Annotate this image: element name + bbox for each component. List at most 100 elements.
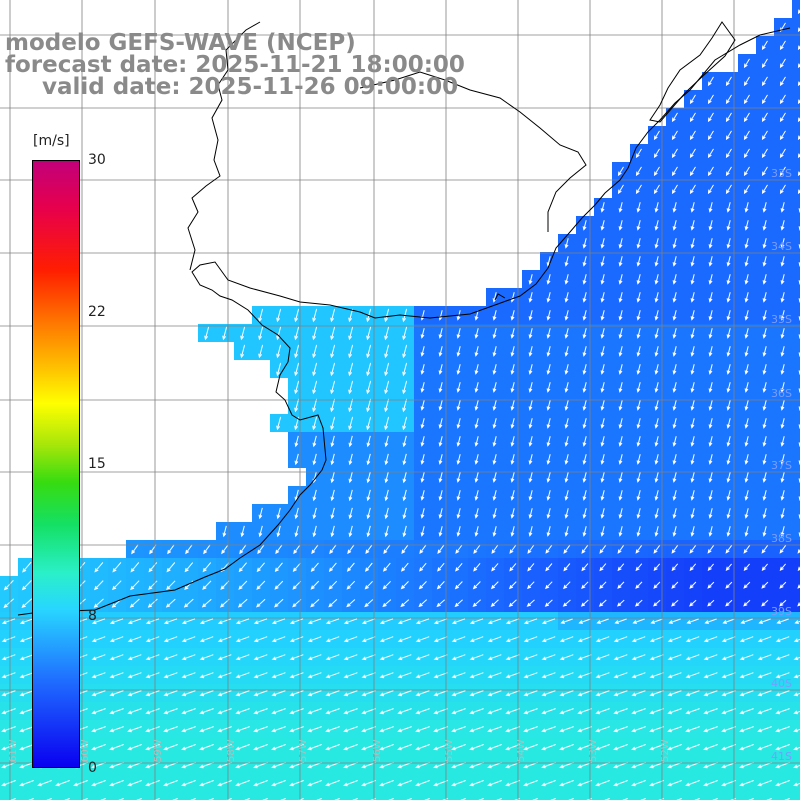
wind-arrow xyxy=(181,744,196,751)
wind-arrow xyxy=(330,435,335,448)
wind-arrow xyxy=(726,310,731,321)
wind-arrow xyxy=(721,726,736,733)
valid-date: valid date: 2025-11-26 09:00:00 xyxy=(42,74,459,100)
wind-arrow xyxy=(739,654,754,661)
wind-arrow xyxy=(271,726,286,733)
wind-arrow xyxy=(779,76,786,87)
wind-arrow xyxy=(631,780,646,787)
wind-arrow xyxy=(667,690,682,697)
wind-arrow xyxy=(649,654,664,661)
wind-arrow xyxy=(600,346,605,357)
wind-arrow xyxy=(347,544,355,555)
wind-arrow xyxy=(725,130,732,141)
wind-arrow xyxy=(523,636,538,643)
wind-arrow xyxy=(541,744,556,751)
wind-arrow xyxy=(780,400,785,411)
wind-arrow xyxy=(91,690,106,697)
wind-arrow xyxy=(797,45,800,51)
wind-arrow xyxy=(202,580,212,590)
wind-arrow xyxy=(653,184,660,195)
colorbar xyxy=(32,160,80,768)
wind-arrow xyxy=(19,618,34,625)
wind-arrow xyxy=(743,563,750,571)
wind-arrow xyxy=(19,726,34,733)
speed-cell xyxy=(792,342,800,360)
wind-arrow xyxy=(237,598,248,608)
wind-arrow xyxy=(613,708,628,715)
wind-arrow xyxy=(564,472,569,483)
wind-arrow xyxy=(708,220,713,231)
wind-arrow xyxy=(672,436,677,447)
speed-cell xyxy=(738,792,756,800)
wind-arrow xyxy=(1,672,16,679)
wind-arrow xyxy=(725,166,732,177)
wind-arrow xyxy=(469,636,484,643)
wind-arrow xyxy=(454,581,463,590)
wind-arrow xyxy=(636,364,641,375)
wind-arrow xyxy=(690,328,695,339)
wind-arrow xyxy=(330,525,335,538)
wind-arrow xyxy=(559,744,574,751)
wind-arrow xyxy=(325,690,340,697)
wind-arrow xyxy=(487,636,502,643)
wind-arrow xyxy=(617,166,624,177)
wind-arrow xyxy=(438,418,443,429)
wind-arrow xyxy=(793,638,800,643)
wind-arrow xyxy=(456,418,461,429)
wind-arrow xyxy=(707,563,714,571)
wind-arrow xyxy=(779,112,786,123)
wind-arrow xyxy=(127,654,142,661)
wind-arrow xyxy=(418,599,428,608)
wind-arrow xyxy=(415,672,430,679)
longitude-label: 57W xyxy=(298,739,309,762)
wind-arrow xyxy=(568,798,574,800)
wind-arrow xyxy=(343,672,358,679)
wind-arrow xyxy=(235,672,250,679)
longitude-label: 61W xyxy=(8,739,19,762)
wind-arrow xyxy=(364,562,373,572)
wind-arrow xyxy=(671,599,679,607)
wind-arrow xyxy=(19,672,34,679)
wind-arrow xyxy=(744,220,749,231)
wind-arrow xyxy=(600,364,605,375)
wind-arrow xyxy=(600,202,605,213)
latitude-label: 35S xyxy=(771,313,792,326)
wind-arrow xyxy=(690,256,695,267)
wind-arrow xyxy=(433,672,448,679)
wind-arrow xyxy=(235,636,250,643)
wind-arrow xyxy=(433,744,448,751)
wind-arrow xyxy=(780,328,785,339)
wind-arrow xyxy=(163,726,178,733)
wind-arrow xyxy=(505,654,520,661)
wind-arrow xyxy=(744,364,749,375)
wind-arrow xyxy=(289,672,304,679)
wind-arrow xyxy=(618,274,623,285)
speed-cell xyxy=(792,774,800,792)
wind-arrow xyxy=(166,580,176,591)
wind-arrow xyxy=(618,364,623,375)
wind-arrow xyxy=(199,654,214,661)
wind-arrow xyxy=(725,599,733,607)
wind-arrow xyxy=(546,274,551,285)
wind-arrow xyxy=(366,416,372,431)
wind-arrow xyxy=(109,654,124,661)
wind-arrow xyxy=(271,780,286,787)
speed-cell xyxy=(0,792,18,800)
wind-arrow xyxy=(312,525,317,538)
wind-arrow xyxy=(1,780,16,787)
wind-arrow xyxy=(528,328,533,339)
wind-arrow xyxy=(600,472,605,483)
wind-arrow xyxy=(131,544,139,555)
speed-cell xyxy=(90,792,108,800)
wind-arrow xyxy=(343,708,358,715)
wind-arrow xyxy=(1,636,16,643)
wind-arrow xyxy=(510,526,515,537)
wind-arrow xyxy=(653,563,661,572)
wind-arrow xyxy=(217,690,232,697)
wind-arrow xyxy=(725,112,732,123)
wind-arrow xyxy=(582,382,587,393)
wind-arrow xyxy=(510,418,515,429)
wind-arrow xyxy=(271,654,286,661)
wind-arrow xyxy=(743,76,750,87)
wind-arrow xyxy=(600,526,605,537)
